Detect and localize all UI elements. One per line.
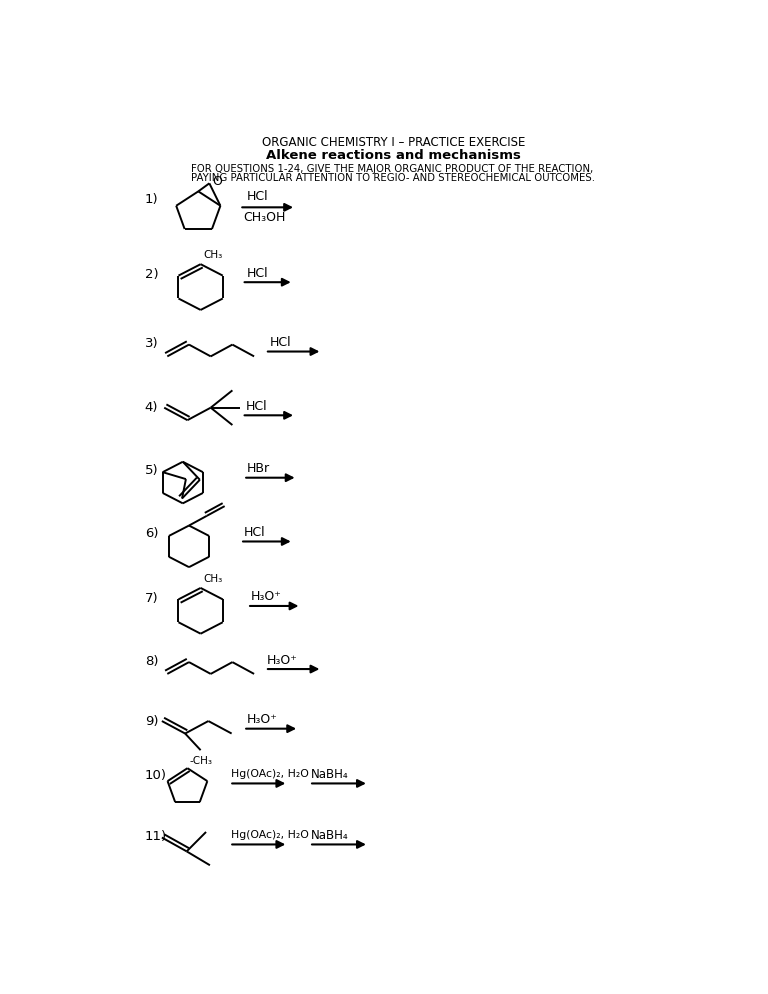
Text: 3): 3) [145,337,158,351]
Text: 11): 11) [145,830,167,843]
Text: NaBH₄: NaBH₄ [311,768,349,781]
Text: FOR QUESTIONS 1-24, GIVE THE MAJOR ORGANIC PRODUCT OF THE REACTION,: FOR QUESTIONS 1-24, GIVE THE MAJOR ORGAN… [190,164,593,174]
Text: HCl: HCl [247,191,268,204]
Text: H₃O⁺: H₃O⁺ [247,713,278,727]
Text: PAYING PARTICULAR ATTENTION TO REGIO- AND STEREOCHEMICAL OUTCOMES.: PAYING PARTICULAR ATTENTION TO REGIO- AN… [190,173,594,183]
Text: H₃O⁺: H₃O⁺ [251,590,282,603]
Text: 1): 1) [145,193,158,206]
Text: HCl: HCl [244,526,266,539]
Text: Alkene reactions and mechanisms: Alkene reactions and mechanisms [266,149,521,162]
Text: 4): 4) [145,402,158,414]
Text: 2): 2) [145,268,158,281]
Text: H₃O⁺: H₃O⁺ [266,653,297,667]
Text: CH₃OH: CH₃OH [243,212,286,225]
Text: CH₃: CH₃ [203,574,222,583]
Text: O: O [213,175,222,189]
Text: HCl: HCl [270,336,291,349]
Text: Hg(OAc)₂, H₂O: Hg(OAc)₂, H₂O [231,830,309,841]
Text: -CH₃: -CH₃ [190,756,213,766]
Text: 6): 6) [145,528,158,541]
Text: CH₃: CH₃ [203,250,222,260]
Text: HBr: HBr [247,462,270,475]
Text: 7): 7) [145,591,158,604]
Text: ORGANIC CHEMISTRY I – PRACTICE EXERCISE: ORGANIC CHEMISTRY I – PRACTICE EXERCISE [262,136,525,149]
Text: 8): 8) [145,655,158,668]
Text: 9): 9) [145,715,158,728]
Text: HCl: HCl [247,266,269,279]
Text: 5): 5) [145,463,158,476]
Text: Hg(OAc)₂, H₂O: Hg(OAc)₂, H₂O [231,769,309,779]
Text: NaBH₄: NaBH₄ [311,829,349,842]
Text: HCl: HCl [246,400,267,413]
Text: 10): 10) [145,768,167,781]
